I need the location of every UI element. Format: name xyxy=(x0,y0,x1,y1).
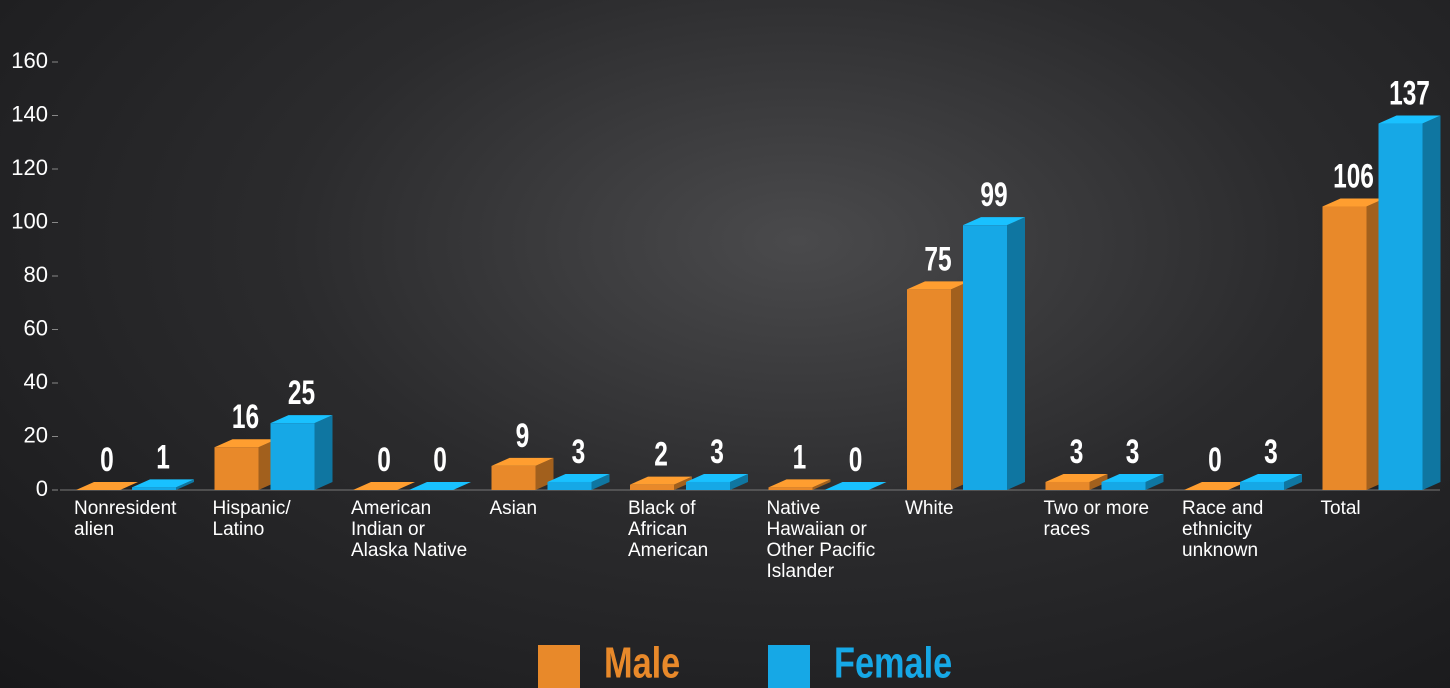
bar-top xyxy=(630,476,692,485)
value-label: 25 xyxy=(288,374,315,412)
value-label: 2 xyxy=(654,436,668,474)
bar-top xyxy=(824,482,887,490)
bar-top xyxy=(1184,482,1246,490)
value-label: 3 xyxy=(1264,433,1278,471)
bar-top xyxy=(1045,473,1108,482)
bar-side xyxy=(812,479,831,490)
x-tick-label: American Indian or Alaska Native xyxy=(351,498,468,561)
legend-swatch xyxy=(538,645,580,688)
x-tick-label: Asian xyxy=(489,498,538,519)
value-label: 75 xyxy=(924,241,951,279)
value-label: 9 xyxy=(516,417,530,455)
y-tick-label: 80 xyxy=(24,262,48,287)
value-label: 99 xyxy=(980,176,1007,214)
bar-top xyxy=(686,473,748,482)
bar-side xyxy=(1145,473,1164,490)
bar-top xyxy=(214,439,277,448)
bar xyxy=(214,447,259,490)
bar xyxy=(630,484,674,490)
bar-top xyxy=(963,217,1025,226)
value-label: 3 xyxy=(1126,433,1140,471)
y-tick-label: 60 xyxy=(24,315,48,340)
x-tick-label: Two or more races xyxy=(1043,498,1150,540)
y-tick-label: 140 xyxy=(11,101,48,126)
value-label: 106 xyxy=(1333,158,1374,196)
bar-side xyxy=(730,473,748,490)
x-tick-label: Native Hawaiian or Other Pacific Islande… xyxy=(766,498,876,582)
value-label: 3 xyxy=(1070,433,1084,471)
bar-top xyxy=(270,415,333,424)
bar xyxy=(1101,481,1146,490)
bar xyxy=(1378,123,1423,491)
bar-top xyxy=(768,479,831,488)
bar-side xyxy=(1007,217,1025,491)
bar-side xyxy=(674,476,692,490)
bar xyxy=(270,423,315,490)
x-tick-label: Total xyxy=(1320,498,1361,519)
bar xyxy=(963,225,1007,491)
bar xyxy=(686,481,730,490)
bar xyxy=(1045,481,1090,490)
bar-side xyxy=(1284,473,1302,490)
y-tick-label: 40 xyxy=(24,369,48,394)
value-label: 1 xyxy=(793,438,807,476)
bar-side xyxy=(1089,473,1108,490)
value-label: 1 xyxy=(156,438,170,476)
bar-top xyxy=(1378,115,1441,124)
legend-label: Female xyxy=(834,639,952,688)
bar-top xyxy=(547,473,610,482)
bar-top xyxy=(1101,473,1164,482)
value-label: 0 xyxy=(100,441,114,479)
legend-swatch xyxy=(768,645,810,688)
value-label: 3 xyxy=(572,433,586,471)
y-tick-label: 160 xyxy=(11,48,48,73)
legend-label: Male xyxy=(604,639,680,688)
bar-top xyxy=(132,479,194,488)
value-label: 0 xyxy=(377,441,391,479)
value-label: 0 xyxy=(433,441,447,479)
bar-top xyxy=(907,281,969,290)
bar-side xyxy=(176,479,194,490)
value-label: 3 xyxy=(710,433,724,471)
bar xyxy=(1240,481,1284,490)
value-label: 0 xyxy=(1208,441,1222,479)
bar-top xyxy=(1322,198,1385,207)
x-tick-label: White xyxy=(905,498,954,519)
bar-top xyxy=(1240,473,1302,482)
bar xyxy=(132,487,176,490)
x-tick-label: Nonresident alien xyxy=(74,498,177,540)
bar-side xyxy=(1422,115,1441,491)
x-tick-label: Black of African American xyxy=(628,498,709,561)
value-label: 137 xyxy=(1389,75,1430,113)
y-tick-label: 120 xyxy=(11,155,48,180)
bar-side xyxy=(314,415,333,490)
bar-top xyxy=(491,457,554,466)
value-label: 0 xyxy=(849,441,863,479)
y-tick-label: 20 xyxy=(24,422,48,447)
bar xyxy=(491,465,536,490)
bar xyxy=(768,487,813,490)
bar xyxy=(907,289,951,490)
bar-top xyxy=(76,482,138,490)
y-tick-label: 100 xyxy=(11,208,48,233)
bar-top xyxy=(353,482,415,490)
y-tick-label: 0 xyxy=(36,476,48,501)
bar-top xyxy=(409,482,471,490)
bar xyxy=(1322,206,1367,490)
bar-side xyxy=(591,473,610,490)
value-label: 16 xyxy=(232,398,259,436)
x-tick-label: Hispanic/ Latino xyxy=(212,498,291,540)
bar xyxy=(547,481,592,490)
x-tick-label: Race and ethnicity unknown xyxy=(1182,498,1264,561)
